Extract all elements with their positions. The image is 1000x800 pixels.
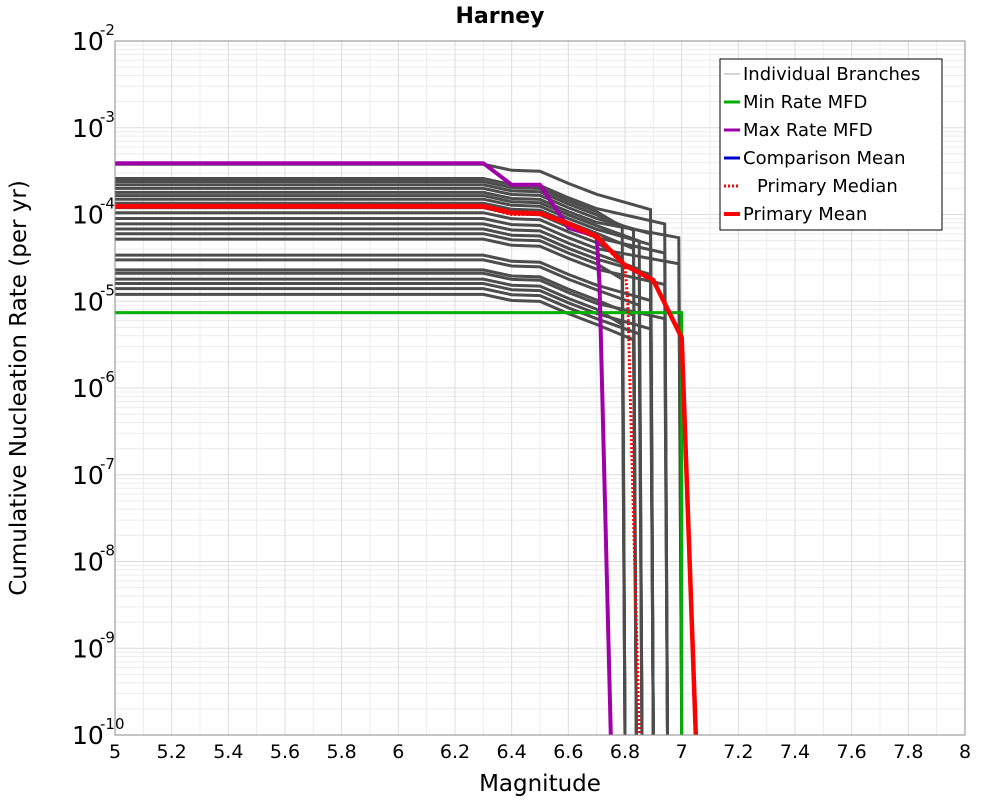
branch-line-thick xyxy=(115,271,669,736)
branch-line-thick xyxy=(115,217,684,736)
x-tick-label: 6.2 xyxy=(440,741,470,763)
legend-label: Primary Mean xyxy=(743,204,867,225)
legend-label: Individual Branches xyxy=(743,64,920,85)
y-tick-label-exponent: -9 xyxy=(100,628,115,646)
y-tick-label-exponent: -10 xyxy=(100,715,125,733)
branch-line-thick xyxy=(115,197,655,736)
legend-label: Max Rate MFD xyxy=(743,120,873,141)
x-tick-label: 7.2 xyxy=(723,741,753,763)
branch-line-thick xyxy=(115,177,669,736)
series-primary-mean xyxy=(115,203,699,736)
chart-title: Harney xyxy=(455,4,544,29)
branch-line-thick xyxy=(115,287,644,736)
plot-frame xyxy=(114,40,966,736)
x-tick-label: 6.6 xyxy=(553,741,583,763)
x-axis-label: Magnitude xyxy=(479,771,601,797)
x-tick-label: 6.8 xyxy=(610,741,640,763)
y-tick-label-base: 10 xyxy=(72,374,104,403)
series-primary-median xyxy=(115,206,641,736)
y-tick-label-exponent: -7 xyxy=(100,455,115,473)
y-axis-label: Cumulative Nucleation Rate (per yr) xyxy=(6,180,32,596)
legend: Individual Branches Min Rate MFD Max Rate … xyxy=(719,58,943,231)
x-tick-label: 5 xyxy=(109,741,121,763)
y-tick-label-base: 10 xyxy=(72,287,104,316)
y-tick-label-base: 10 xyxy=(72,721,104,750)
series-min-rate-mfd xyxy=(115,311,684,735)
x-tick-label: 7.6 xyxy=(837,741,867,763)
branch-line-thick xyxy=(115,232,627,736)
x-tick-label: 5.8 xyxy=(327,741,357,763)
y-tick-label-exponent: -2 xyxy=(100,21,115,39)
legend-label: Min Rate MFD xyxy=(743,92,867,113)
x-tick-label: 7.8 xyxy=(893,741,923,763)
y-tick-label-base: 10 xyxy=(72,201,104,230)
series-lines xyxy=(115,161,699,736)
x-tick-label: 5.6 xyxy=(270,741,300,763)
x-tick-labels: 5 5.2 5.4 5.6 5.8 6 6.2 6.4 6.6 6.8 7 7.2 7.4 7.6 7.8 8 xyxy=(109,741,971,763)
y-tick-label-exponent: -8 xyxy=(100,542,115,560)
x-tick-label: 5.4 xyxy=(213,741,243,763)
x-tick-label: 7 xyxy=(676,741,688,763)
y-tick-label-exponent: -5 xyxy=(100,281,115,299)
y-tick-label-base: 10 xyxy=(72,27,104,56)
legend-label: Comparison Mean xyxy=(743,148,906,169)
y-tick-label-exponent: -3 xyxy=(100,108,115,126)
x-tick-label: 8 xyxy=(959,741,971,763)
branch-line-thick xyxy=(115,258,644,736)
legend-label: Primary Median xyxy=(757,176,898,197)
y-tick-labels: 10-210-310-410-510-610-710-810-910-10 xyxy=(72,21,125,750)
legend-box xyxy=(719,58,943,231)
y-tick-label-base: 10 xyxy=(72,548,104,577)
branch-line-thick xyxy=(115,282,655,736)
x-tick-label: 7.4 xyxy=(780,741,810,763)
branch-line-thick xyxy=(115,253,655,736)
y-tick-label-exponent: -4 xyxy=(100,195,115,213)
y-tick-label-base: 10 xyxy=(72,634,104,663)
x-tick-label: 6.4 xyxy=(497,741,527,763)
y-tick-label-exponent: -6 xyxy=(100,368,115,386)
x-tick-label: 5.2 xyxy=(157,741,187,763)
branch-line-thick xyxy=(115,277,627,736)
y-tick-label-base: 10 xyxy=(72,461,104,490)
x-tick-label: 6 xyxy=(392,741,404,763)
y-tick-label-base: 10 xyxy=(72,114,104,143)
series-max-rate-mfd xyxy=(115,161,613,736)
